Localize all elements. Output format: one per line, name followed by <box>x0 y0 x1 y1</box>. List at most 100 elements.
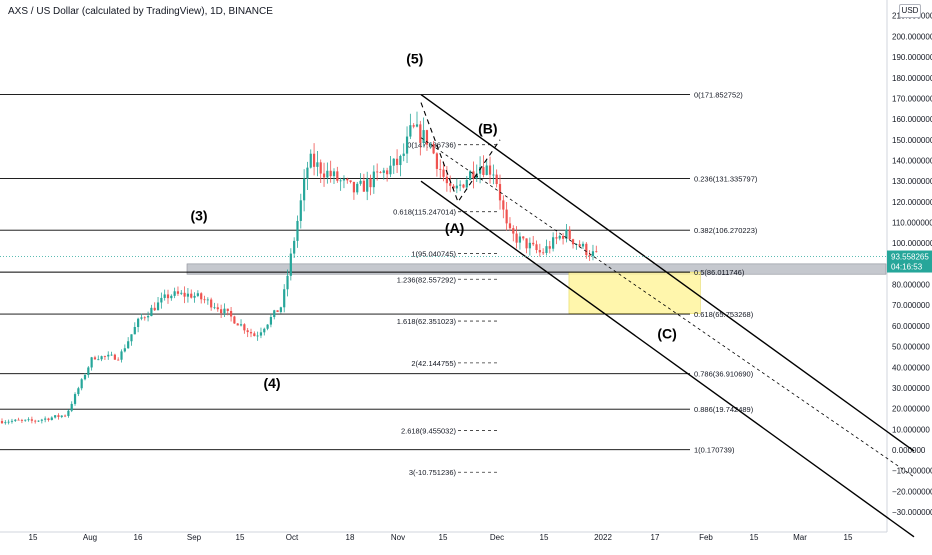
candle-body <box>103 356 107 358</box>
candle-body <box>190 293 193 298</box>
price-tick-label: 30.000000 <box>892 384 930 393</box>
candle-body <box>339 180 342 182</box>
candle-body <box>532 242 535 245</box>
wave-label: (B) <box>478 121 497 137</box>
chart-title: AXS / US Dollar (calculated by TradingVi… <box>8 6 273 17</box>
candle-body <box>525 238 528 249</box>
candle-body <box>173 291 176 296</box>
candle-body <box>223 308 226 314</box>
candle-body <box>286 275 289 290</box>
candle-body <box>591 251 595 257</box>
candle-body <box>372 171 375 188</box>
candle-body <box>595 251 598 253</box>
candle-body <box>20 420 24 421</box>
candle-body <box>213 307 216 309</box>
candle-body <box>253 333 256 337</box>
fib-ext-label: 2.618(9.455032) <box>401 426 457 435</box>
candle-body <box>342 178 346 181</box>
candle-body <box>445 176 448 184</box>
candle-body <box>150 307 153 317</box>
candle-body <box>568 229 571 240</box>
candle-body <box>429 143 432 145</box>
target-zone <box>568 271 701 314</box>
candle-body <box>425 130 429 145</box>
time-tick-label: Oct <box>286 533 299 542</box>
candle-body <box>100 356 103 360</box>
candle-body <box>366 178 369 192</box>
wave-label: (5) <box>406 50 423 66</box>
fib-retracement: 0(171.852752) 0.236(131.335797) 0.382(106.… <box>0 91 758 455</box>
candle-body <box>332 171 336 177</box>
candle-body <box>40 419 43 421</box>
candle-body <box>183 292 186 297</box>
wave-label: (3) <box>190 207 207 223</box>
time-tick-label: 2022 <box>594 533 612 542</box>
candle-body <box>283 289 286 308</box>
candle-body <box>210 299 213 308</box>
candle-body <box>47 418 50 420</box>
fib-level-label: 1(0.170739) <box>694 446 735 455</box>
candle-body <box>585 243 588 256</box>
candle-body <box>369 178 372 188</box>
candle-body <box>296 220 299 241</box>
candle-body <box>472 171 475 179</box>
candle-body <box>107 354 110 357</box>
currency-button[interactable]: USD <box>899 4 921 18</box>
last-price-badge <box>887 250 932 273</box>
candle-body <box>359 180 362 184</box>
candle-body <box>508 223 512 229</box>
candle-body <box>469 171 472 180</box>
price-tick-label: 10.000000 <box>892 425 930 434</box>
candle-body <box>485 165 488 175</box>
candle-body <box>97 359 100 361</box>
candle-body <box>548 246 551 249</box>
candle-body <box>352 181 356 193</box>
candle-body <box>558 235 561 239</box>
fib-ext-label: 0.618(115.247014) <box>393 208 456 217</box>
candle-body <box>30 419 33 421</box>
price-tick-label: 140.000000 <box>892 156 932 165</box>
candle-body <box>482 167 485 175</box>
candle-body <box>93 357 97 360</box>
candle-body <box>379 172 382 173</box>
candle-body <box>170 295 173 299</box>
candle-body <box>356 183 359 193</box>
candle-body <box>545 246 548 253</box>
candle-body <box>83 374 87 380</box>
price-tick-label: 120.000000 <box>892 198 932 207</box>
candle-body <box>57 415 60 417</box>
candle-body <box>316 162 319 167</box>
candle-body <box>518 236 522 243</box>
candle-body <box>515 233 518 243</box>
candle-body <box>203 299 206 301</box>
candle-body <box>319 162 322 174</box>
fib-level-label: 0.618(65.753268) <box>694 310 754 319</box>
candle-body <box>137 318 140 328</box>
candle-body <box>130 334 133 342</box>
price-tick-label: 70.000000 <box>892 301 930 310</box>
time-axis: 15 Aug 16 Sep 15 Oct 18 Nov 15 Dec 15 2022 17 Feb 15 Ma… <box>29 533 853 542</box>
candle-body <box>110 354 113 356</box>
fib-level-label: 0.236(131.335797) <box>694 174 758 183</box>
candle-body <box>243 324 246 331</box>
candle-body <box>449 183 452 186</box>
price-tick-label: 110.000000 <box>892 219 932 228</box>
time-tick-label: 18 <box>346 533 355 542</box>
price-tick-label: −30.000000 <box>892 508 932 517</box>
candle-body <box>153 307 156 311</box>
candle-body <box>512 228 515 234</box>
candle-body <box>392 158 395 166</box>
candle-body <box>522 236 525 239</box>
candle-body <box>581 243 585 247</box>
candle-body <box>63 415 67 417</box>
candle-body <box>146 316 150 318</box>
candle-body <box>289 253 292 276</box>
price-tick-label: 60.000000 <box>892 322 930 331</box>
candle-body <box>528 242 531 249</box>
candle-body <box>133 327 136 335</box>
time-tick-label: 15 <box>439 533 448 542</box>
candle-body <box>459 184 462 186</box>
time-tick-label: Dec <box>490 533 504 542</box>
